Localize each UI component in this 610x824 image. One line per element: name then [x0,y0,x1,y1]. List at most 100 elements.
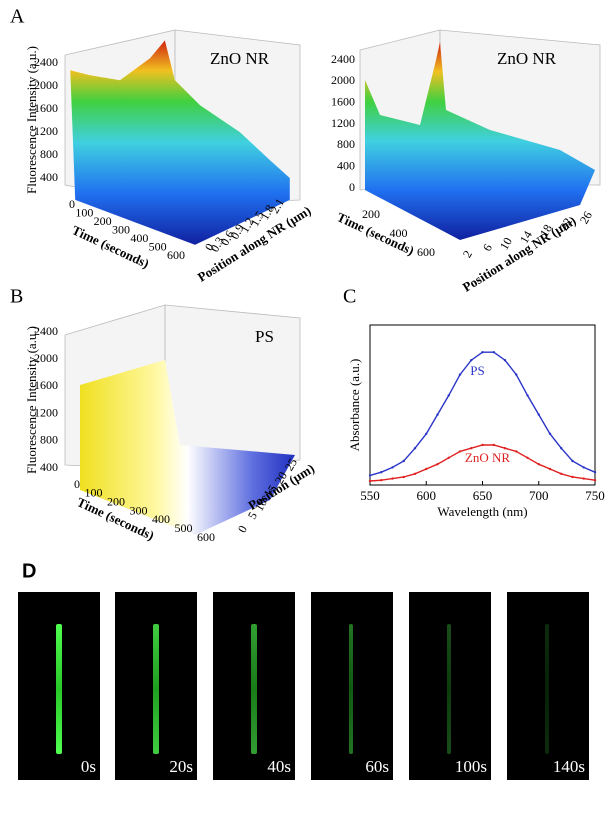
z-tick-label: 800 [40,147,58,161]
panel-label: B [10,286,23,308]
nanorod [56,624,62,754]
frame-time: 0s [81,757,96,776]
z-tick-label: 0 [349,180,355,194]
time-tick-label: 400 [130,231,148,245]
panel-label: D [22,560,36,582]
time-tick-label: 0 [74,477,80,491]
data-point [447,456,450,459]
data-point [391,466,394,469]
data-point [402,459,405,463]
time-tick-label: 600 [197,530,215,544]
data-point [380,471,383,474]
data-point [481,351,484,354]
nanorod [447,624,451,754]
data-point [413,447,417,450]
data-point [515,450,518,453]
data-point [402,475,405,479]
data-point [413,472,417,475]
panel-label: A [10,6,25,28]
position-tick-label: 1.8 [257,202,277,222]
data-point [503,447,507,450]
frame-time: 140s [553,757,585,776]
z-tick-label: 1600 [34,378,58,392]
z-tick-label: 2400 [331,52,355,66]
x-tick-label: 650 [473,488,493,503]
surface [69,39,291,246]
position-tick-label: 6 [480,241,495,253]
z-tick-label: 2000 [331,73,355,87]
data-point [425,432,428,435]
x-axis-title: Wavelength (nm) [437,504,527,519]
time-axis-title: Time (seconds) [70,222,152,271]
data-point [458,373,462,376]
panel-title: ZnO NR [210,49,270,68]
position-tick-label: 0.3 [207,234,227,254]
z-tick-label: 2000 [34,351,58,365]
data-point [593,479,597,482]
data-point [582,466,585,469]
time-tick-label: 300 [130,503,148,517]
nanorod [349,624,353,754]
data-point [526,456,529,459]
frame-time: 100s [455,757,487,776]
data-point [391,477,394,480]
surface [80,360,295,535]
data-point [436,463,439,466]
time-tick-label: 100 [85,486,103,500]
series-label: ZnO NR [465,450,510,465]
time-tick-label: 500 [149,239,167,253]
nanorod [153,624,159,754]
data-point [526,394,529,397]
data-point [458,450,462,453]
data-point [436,413,439,416]
time-tick-label: 500 [175,521,193,535]
data-point [481,443,484,447]
data-point [593,471,597,474]
time-tick-label: 100 [75,205,93,219]
z-tick-label: 1600 [34,101,58,115]
z-tick-label: 800 [337,137,355,151]
position-tick-label: 0.9 [227,222,247,242]
z-tick-label: 400 [337,158,355,172]
data-point [515,373,518,376]
nanorod [251,624,257,754]
z-tick-label: 1200 [34,124,58,138]
data-point [560,472,563,475]
position-tick-label: 2.1 [267,196,287,216]
z-axis-title: Fluorescence Intensity (a.u.) [24,326,39,474]
data-point [380,479,383,482]
data-point [571,459,574,463]
z-tick-label: 1600 [331,94,355,108]
z-tick-label: 400 [40,170,58,184]
data-point [503,359,507,362]
time-tick-label: 200 [362,207,380,221]
time-tick-label: 200 [107,494,125,508]
data-point [571,475,574,479]
data-point [548,467,552,471]
position-tick-label: 2 [460,248,475,260]
data-point [447,394,450,397]
z-tick-label: 400 [40,460,58,474]
time-tick-label: 400 [152,512,170,526]
data-point [537,413,540,416]
position-tick-label: 0 [235,523,250,535]
x-tick-label: 700 [529,488,549,503]
time-tick-label: 300 [112,222,130,236]
x-tick-label: 550 [360,488,380,503]
data-point [492,351,495,354]
z-tick-label: 2400 [34,324,58,338]
z-tick-label: 2000 [34,78,58,92]
time-tick-label: 0 [69,197,75,211]
position-tick-label: 26 [577,209,595,226]
time-tick-label: 200 [94,214,112,228]
data-point [560,447,563,450]
panel-label: C [343,286,356,308]
frames: 0s 20s 40s 60s 100s 140s [18,592,589,780]
time-tick-label: 400 [390,226,408,240]
data-point [537,463,540,466]
position-tick-label: 0.6 [217,228,237,248]
time-tick-label: 600 [417,245,435,259]
surface [365,42,595,240]
data-point [470,447,473,450]
